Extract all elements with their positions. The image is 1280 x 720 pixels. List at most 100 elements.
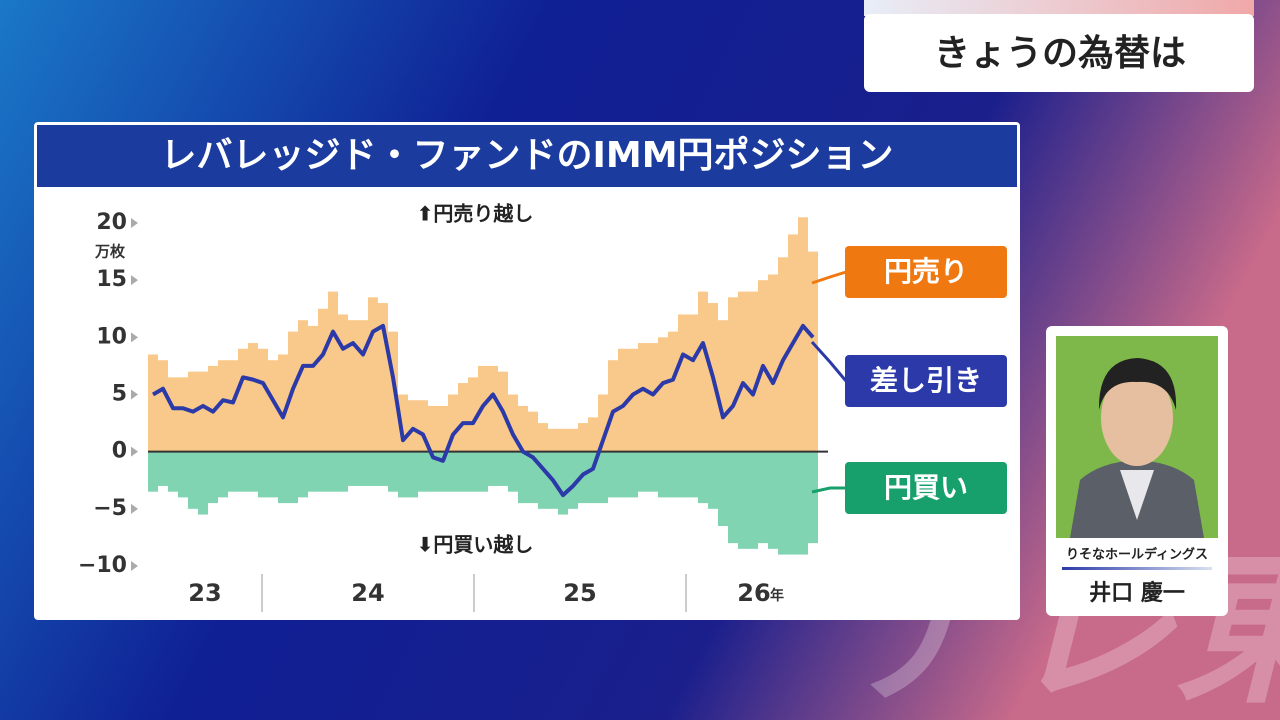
bar bbox=[448, 451, 458, 492]
bar bbox=[188, 451, 198, 509]
bar bbox=[468, 377, 478, 452]
bar bbox=[618, 451, 628, 498]
bar bbox=[288, 451, 298, 504]
photo-face bbox=[1101, 370, 1173, 466]
tick-mark bbox=[131, 446, 138, 457]
bar bbox=[448, 394, 458, 452]
bar bbox=[538, 423, 548, 452]
bar bbox=[408, 400, 418, 452]
bar bbox=[608, 451, 618, 498]
bar bbox=[428, 451, 438, 492]
bar bbox=[588, 417, 598, 452]
bar bbox=[738, 451, 748, 549]
net-line bbox=[152, 323, 815, 498]
bar bbox=[668, 451, 678, 498]
bar bbox=[758, 451, 768, 544]
photo-hair bbox=[1098, 358, 1177, 410]
bar bbox=[328, 451, 338, 492]
x-group-label: 23 bbox=[188, 579, 221, 607]
bar bbox=[198, 371, 208, 452]
bar bbox=[558, 451, 568, 515]
bar bbox=[568, 451, 578, 509]
bar bbox=[778, 451, 788, 555]
presenter-name: 井口 慶一 bbox=[1089, 580, 1185, 606]
bar bbox=[548, 428, 558, 452]
bar bbox=[358, 320, 368, 452]
bar bbox=[528, 451, 538, 504]
bar bbox=[368, 297, 378, 452]
bar bbox=[768, 274, 778, 452]
bar bbox=[768, 451, 778, 549]
legend-box bbox=[845, 462, 1007, 514]
bar bbox=[598, 394, 608, 452]
bar bbox=[688, 314, 698, 452]
bar bbox=[738, 291, 748, 452]
bar bbox=[578, 423, 588, 452]
bar bbox=[438, 451, 448, 492]
bar bbox=[228, 360, 238, 452]
bar bbox=[168, 377, 178, 452]
tick-mark bbox=[131, 503, 138, 514]
bar bbox=[798, 217, 808, 452]
x-group-label: 25 bbox=[563, 579, 596, 607]
bar bbox=[508, 394, 518, 452]
bar bbox=[458, 383, 468, 452]
bar bbox=[178, 451, 188, 498]
bar bbox=[268, 360, 278, 452]
callout-connector bbox=[810, 340, 848, 382]
bar bbox=[158, 360, 168, 452]
bar bbox=[198, 451, 208, 515]
bar bbox=[238, 348, 248, 452]
bar bbox=[258, 348, 268, 452]
bar bbox=[528, 411, 538, 452]
bar bbox=[148, 451, 158, 492]
bar bbox=[748, 451, 758, 549]
bar bbox=[268, 451, 278, 498]
bar bbox=[518, 405, 528, 452]
bar bbox=[808, 451, 818, 544]
annotation-up: ⬆円売り越し bbox=[417, 202, 534, 226]
tick-mark bbox=[131, 275, 138, 286]
bar bbox=[648, 451, 658, 492]
header-box bbox=[864, 14, 1254, 92]
bar bbox=[388, 331, 398, 452]
bar bbox=[428, 405, 438, 452]
bar bbox=[348, 451, 358, 486]
bar bbox=[438, 405, 448, 452]
chart-title-bar bbox=[37, 125, 1017, 187]
legend-box bbox=[845, 355, 1007, 407]
bar bbox=[248, 343, 258, 452]
bar bbox=[588, 451, 598, 504]
bar bbox=[148, 354, 158, 452]
bar bbox=[308, 325, 318, 452]
bar bbox=[608, 360, 618, 452]
bar bbox=[638, 451, 648, 492]
callout-connector bbox=[811, 486, 846, 494]
presenter-company: りそなホールディングス bbox=[1066, 547, 1208, 563]
bar bbox=[698, 451, 708, 504]
bar bbox=[568, 428, 578, 452]
bar bbox=[218, 360, 228, 452]
bar bbox=[158, 451, 168, 486]
bar bbox=[658, 337, 668, 452]
bar bbox=[368, 451, 378, 486]
bar bbox=[238, 451, 248, 492]
bar bbox=[348, 320, 358, 452]
bar bbox=[648, 343, 658, 452]
bar bbox=[338, 451, 348, 492]
bar bbox=[798, 451, 808, 555]
bar bbox=[748, 291, 758, 452]
bar bbox=[708, 451, 718, 509]
bar bbox=[218, 451, 228, 498]
bar bbox=[278, 354, 288, 452]
bar bbox=[418, 400, 428, 452]
plot: 20 15 10 5 0 −5 −10 ⬆円売り越し ⬇円買い越し 23 24 25 26 年 bbox=[78, 202, 828, 612]
x-group-label: 26 bbox=[737, 579, 770, 607]
bar bbox=[668, 331, 678, 452]
callout-connector bbox=[811, 270, 847, 285]
bar bbox=[458, 451, 468, 492]
legend-label: 円買い bbox=[884, 471, 968, 504]
bar bbox=[298, 451, 308, 498]
y-tick-label: 10 bbox=[96, 324, 127, 349]
